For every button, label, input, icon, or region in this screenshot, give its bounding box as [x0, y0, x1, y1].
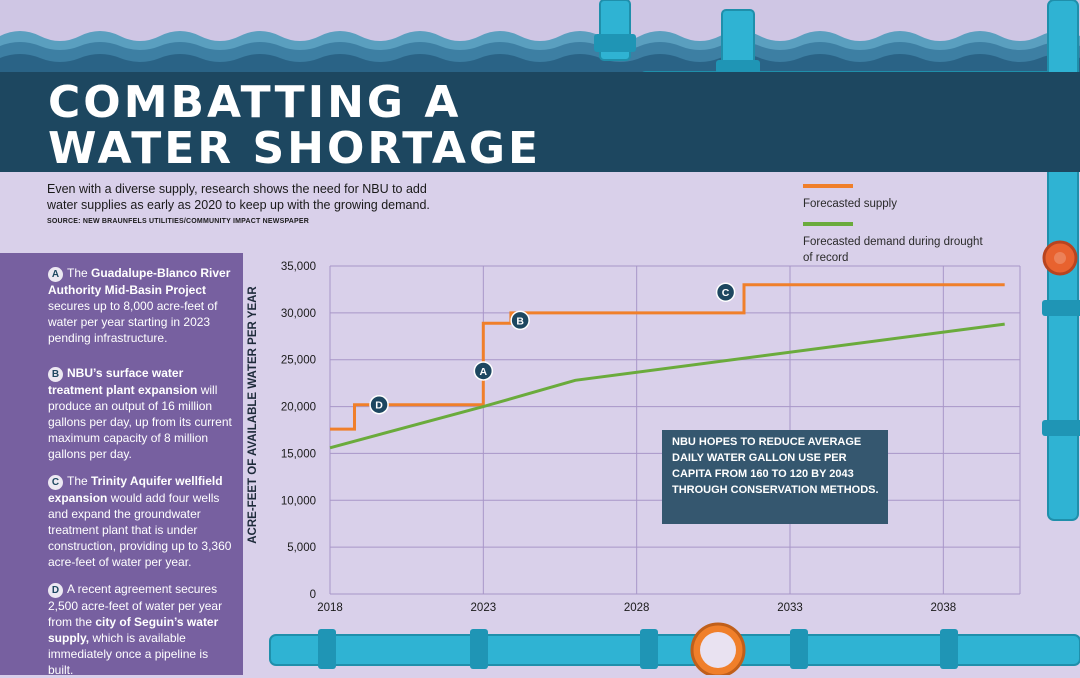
x-tick-label: 2028 [624, 602, 650, 614]
note-badge: D [48, 583, 63, 598]
note-badge: A [48, 267, 63, 282]
note-text: A recent agreement secures 2,500 acre-fe… [48, 582, 223, 629]
note-bold: city of Seguin’s water supply, [48, 615, 219, 645]
y-tick-label: 20,000 [281, 402, 316, 414]
title-band [0, 72, 1080, 172]
legend-label-supply: Forecasted supply [803, 198, 897, 210]
annotation-label: D [375, 400, 383, 412]
note-text: secures up to 8,000 acre-feet of water p… [48, 299, 218, 345]
note-b: B NBU’s surface water treatment plant exp… [48, 365, 236, 462]
note-badge: C [48, 475, 63, 490]
demand-series-line [329, 322, 1005, 450]
annotation-label: C [722, 287, 730, 299]
y-tick-label: 10,000 [281, 495, 316, 507]
y-tick-label: 15,000 [281, 448, 316, 460]
legend-swatch-demand [803, 222, 853, 226]
chart-legend: Forecasted supply Forecasted demand duri… [803, 184, 993, 266]
annotation-badge [715, 282, 736, 302]
note-a: A The Guadalupe-Blanco River Authority Mi… [48, 265, 236, 346]
note-text: The [67, 474, 92, 488]
x-tick-label: 2033 [777, 602, 803, 614]
y-tick-label: 35,000 [281, 261, 316, 273]
note-text: would add four wells and expand the grou… [48, 491, 232, 569]
legend-swatch-supply [803, 184, 853, 188]
note-text: The [67, 266, 92, 280]
annotation-label: B [516, 315, 524, 327]
legend-label-demand: Forecasted demand during drought of reco… [803, 236, 983, 264]
note-text: will produce an output of 16 million gal… [48, 383, 232, 461]
source-line: SOURCE: NEW BRAUNFELS UTILITIES/COMMUNIT… [47, 218, 310, 225]
x-tick-label: 2038 [931, 602, 957, 614]
y-tick-label: 25,000 [281, 355, 316, 367]
note-text: which is available immediately once a pi… [48, 631, 209, 677]
annotation-label: A [480, 366, 488, 378]
x-tick-label: 2023 [471, 602, 497, 614]
page-title: COMBATTING A WATER SHORTAGE [48, 77, 542, 174]
note-badge: B [48, 367, 63, 382]
y-tick-label: 30,000 [281, 308, 316, 320]
note-bold: Guadalupe-Blanco River Authority Mid-Bas… [48, 266, 231, 297]
note-bold: NBU’s surface water treatment plant expa… [48, 366, 198, 397]
y-tick-label: 0 [310, 589, 316, 601]
note-c: C The Trinity Aquifer wellfield expansion… [48, 473, 236, 570]
conservation-callout: NBU HOPES TO REDUCE AVERAGE DAILY WATER … [662, 430, 888, 524]
supply-series-line [330, 283, 1005, 431]
note-bold: Trinity Aquifer wellfield expansion [48, 474, 223, 505]
annotation-badge [369, 394, 389, 415]
intro-text: Even with a diverse supply, research sho… [47, 182, 430, 212]
y-tick-label: 5,000 [287, 542, 316, 554]
annotation-badge [510, 310, 530, 331]
x-tick-label: 2018 [317, 602, 343, 614]
notes-panel: A The Guadalupe-Blanco River Authority Mi… [0, 253, 243, 678]
annotation-badge [473, 361, 494, 381]
